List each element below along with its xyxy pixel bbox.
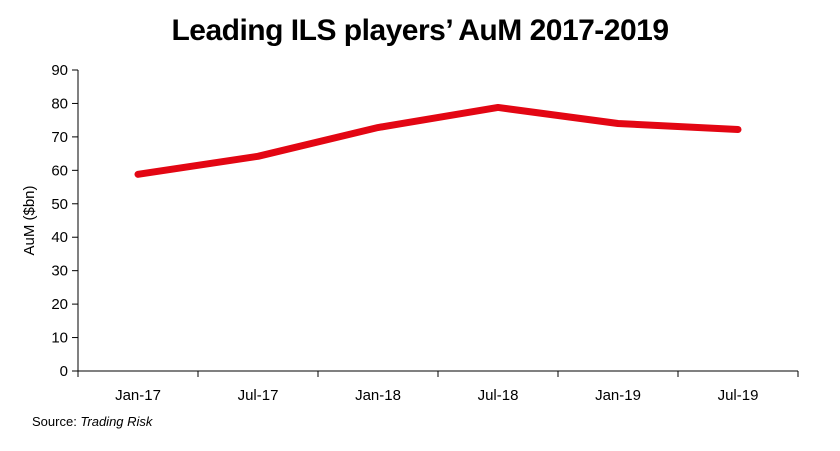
- x-tick-label: Jan-17: [115, 387, 161, 404]
- x-tick-label: Jul-19: [718, 387, 759, 404]
- y-tick-label: 60: [51, 162, 68, 179]
- source-label: Source:: [32, 414, 81, 429]
- source-name: Trading Risk: [80, 414, 153, 429]
- chart-title: Leading ILS players’ AuM 2017-2019: [171, 14, 669, 47]
- y-axis-title: AuM ($bn): [21, 185, 38, 255]
- y-tick-label: 70: [51, 129, 68, 146]
- y-tick-label: 30: [51, 263, 68, 280]
- y-tick-label: 40: [51, 229, 68, 246]
- y-tick-label: 50: [51, 196, 68, 213]
- x-tick-label: Jan-19: [595, 387, 641, 404]
- y-tick-label: 20: [51, 296, 68, 313]
- x-tick-label: Jan-18: [355, 387, 401, 404]
- series-line: [134, 103, 742, 178]
- x-tick-label: Jul-18: [478, 387, 519, 404]
- y-tick-label: 10: [51, 330, 68, 347]
- y-tick-label: 80: [51, 95, 68, 112]
- y-tick-label: 0: [60, 363, 68, 380]
- y-tick-label: 90: [51, 62, 68, 79]
- x-tick-label: Jul-17: [238, 387, 279, 404]
- source-note: Source: Trading Risk: [32, 414, 152, 429]
